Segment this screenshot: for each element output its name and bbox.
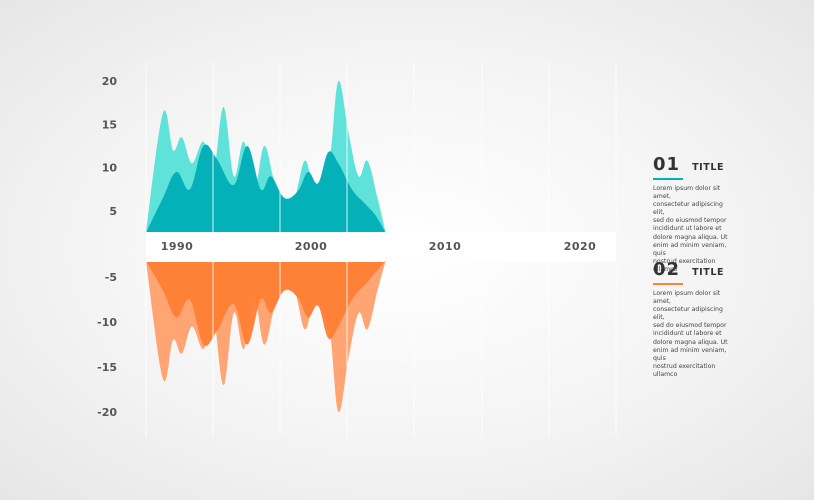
x-tick-2000: 2000 [295, 240, 328, 253]
x-tick-2020: 2020 [564, 240, 597, 253]
top-y-tick-10: 10 [102, 162, 118, 175]
legend-text-02: Lorem ipsum dolor sit amet, consectetur … [653, 290, 728, 378]
x-tick-2010: 2010 [429, 240, 462, 253]
top-y-tick-15: 15 [102, 118, 117, 131]
legend-block-02: 02 TITLE Lorem ipsum dolor sit amet, con… [653, 261, 803, 379]
bottom-y-tick--10: -10 [97, 316, 117, 329]
legend-title-02: TITLE [692, 267, 725, 278]
legend-number-01: 01 [653, 154, 681, 175]
bottom-series-2-area [146, 260, 386, 346]
x-tick-1990: 1990 [161, 240, 194, 253]
legend-text-01: Lorem ipsum dolor sit amet, consectetur … [653, 185, 728, 273]
legend-swatch-01 [653, 178, 683, 180]
bottom-y-tick--5: -5 [105, 271, 117, 284]
top-y-tick-5: 5 [109, 205, 117, 218]
legend-swatch-02 [653, 283, 683, 285]
top-y-tick-20: 20 [102, 75, 118, 88]
bottom-y-tick--20: -20 [97, 406, 117, 419]
legend-block-01: 01 TITLE Lorem ipsum dolor sit amet, con… [653, 156, 803, 274]
axis-band [146, 232, 616, 262]
top-series-2-area [146, 144, 386, 233]
legend-number-02: 02 [653, 259, 681, 280]
bottom-y-tick--15: -15 [97, 361, 117, 374]
legend-title-01: TITLE [692, 162, 725, 173]
